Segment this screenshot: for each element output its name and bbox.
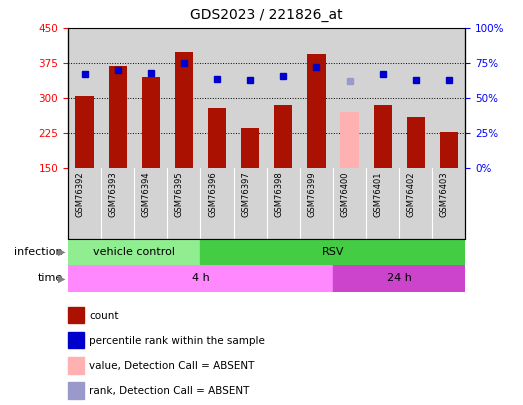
Text: GSM76401: GSM76401	[373, 172, 383, 217]
Bar	[407, 117, 425, 168]
Text: GSM76395: GSM76395	[175, 172, 184, 217]
Text: GDS2023 / 221826_at: GDS2023 / 221826_at	[190, 8, 343, 22]
Bar	[68, 382, 84, 399]
Bar	[274, 105, 292, 168]
Text: time: time	[38, 273, 63, 283]
Text: GSM76400: GSM76400	[340, 172, 349, 217]
Bar	[175, 51, 193, 168]
Bar	[440, 132, 458, 168]
Bar	[109, 66, 127, 168]
Text: percentile rank within the sample: percentile rank within the sample	[89, 336, 265, 346]
Bar	[68, 332, 84, 348]
Text: ▶: ▶	[58, 273, 65, 283]
Text: rank, Detection Call = ABSENT: rank, Detection Call = ABSENT	[89, 386, 249, 396]
Bar	[68, 307, 84, 323]
Text: GSM76392: GSM76392	[75, 172, 85, 217]
Text: value, Detection Call = ABSENT: value, Detection Call = ABSENT	[89, 361, 254, 371]
Bar	[241, 128, 259, 168]
Text: 24 h: 24 h	[387, 273, 412, 283]
Bar	[373, 105, 392, 168]
Bar	[75, 96, 94, 168]
Bar	[208, 107, 226, 168]
Bar	[333, 265, 465, 292]
Text: infection: infection	[14, 247, 63, 257]
Text: GSM76397: GSM76397	[241, 172, 250, 217]
Text: ▶: ▶	[58, 247, 65, 257]
Text: GSM76394: GSM76394	[142, 172, 151, 217]
Text: RSV: RSV	[322, 247, 344, 257]
Text: 4 h: 4 h	[191, 273, 209, 283]
Bar	[68, 239, 200, 265]
Text: GSM76393: GSM76393	[109, 172, 118, 217]
Bar	[200, 239, 465, 265]
Text: GSM76403: GSM76403	[440, 172, 449, 217]
Bar	[142, 77, 160, 168]
Text: GSM76396: GSM76396	[208, 172, 217, 217]
Bar	[340, 112, 359, 168]
Text: GSM76402: GSM76402	[407, 172, 416, 217]
Text: GSM76398: GSM76398	[274, 172, 283, 217]
Bar	[68, 357, 84, 373]
Text: count: count	[89, 311, 118, 321]
Bar	[68, 265, 333, 292]
Bar	[308, 54, 325, 168]
Text: GSM76399: GSM76399	[308, 172, 316, 217]
Text: vehicle control: vehicle control	[93, 247, 175, 257]
